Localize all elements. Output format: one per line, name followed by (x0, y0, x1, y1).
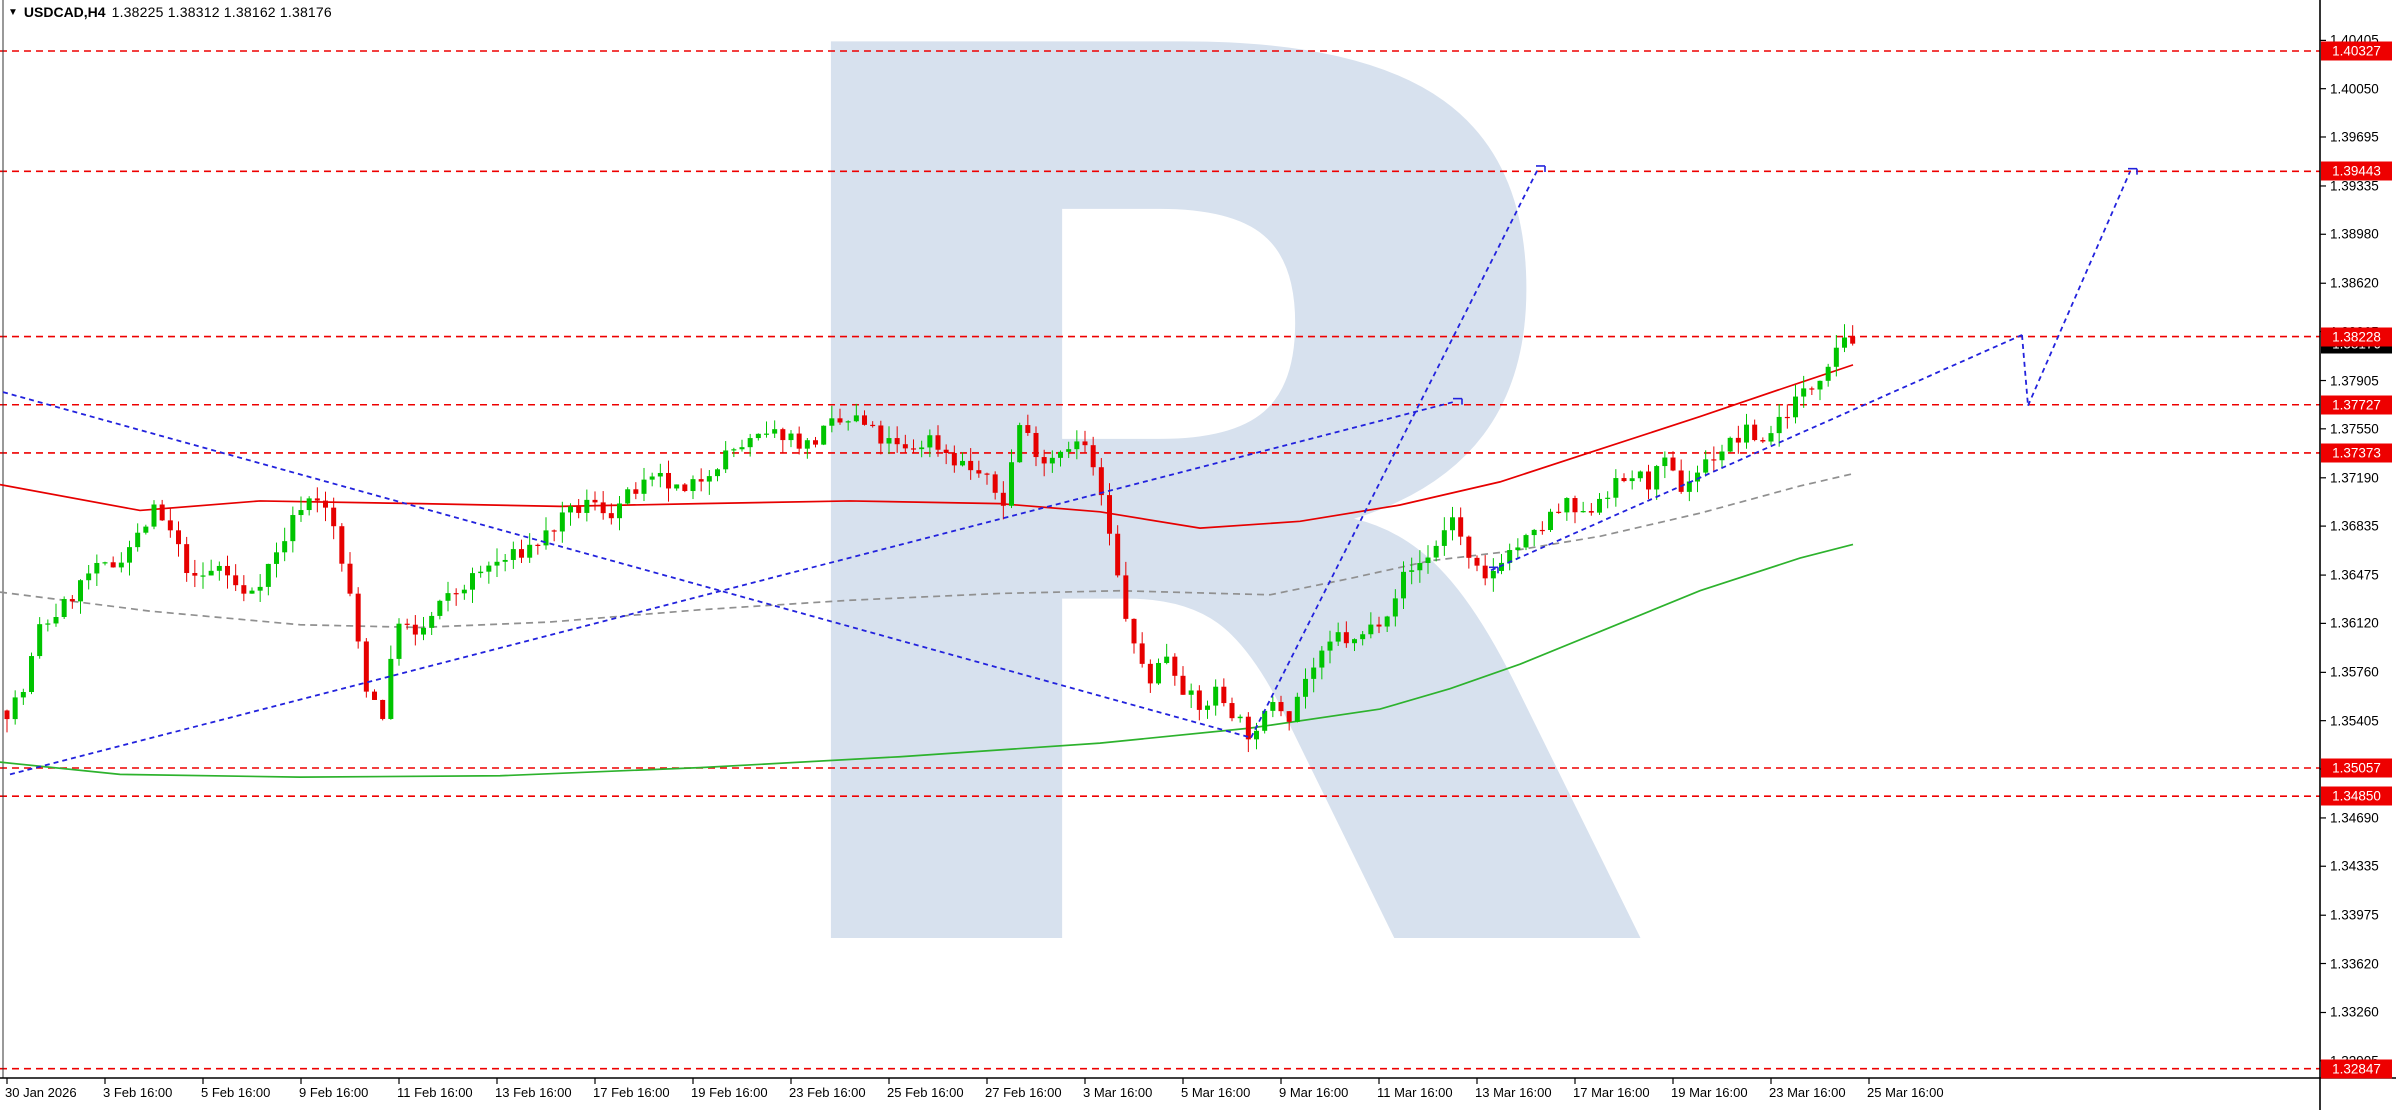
price-tick-label: 1.39695 (2330, 129, 2379, 145)
price-tick-label: 1.36120 (2330, 615, 2379, 631)
price-tick-label: 1.33975 (2330, 907, 2379, 923)
ma-red-solid (0, 364, 1854, 529)
time-axis-label: 17 Feb 16:00 (593, 1085, 670, 1100)
level-price-label: 1.34850 (2321, 786, 2392, 806)
time-axis-label: 19 Feb 16:00 (691, 1085, 768, 1100)
price-tick-label: 1.36475 (2330, 567, 2379, 583)
price-tick-label: 1.37905 (2330, 373, 2379, 389)
level-price-label: 1.37373 (2321, 443, 2392, 463)
price-tick-label: 1.37190 (2330, 470, 2379, 486)
time-axis-label: 23 Feb 16:00 (789, 1085, 866, 1100)
trendlines (2, 165, 2138, 776)
level-price-label: 1.40327 (2321, 41, 2392, 61)
symbol-timeframe-label: USDCAD,H4 (23, 4, 106, 20)
candles (4, 324, 1856, 753)
time-axis-label: 13 Feb 16:00 (495, 1085, 572, 1100)
price-tick-label: 1.35405 (2330, 713, 2379, 729)
price-tick-label: 1.33260 (2330, 1004, 2379, 1020)
chart-title-bar: ▼ USDCAD,H4 1.38225 1.38312 1.38162 1.38… (8, 4, 332, 20)
price-tick-label: 1.39335 (2330, 178, 2379, 194)
time-axis-label: 13 Mar 16:00 (1475, 1085, 1552, 1100)
time-axis-label: 30 Jan 2026 (5, 1085, 77, 1100)
time-axis-label: 9 Feb 16:00 (299, 1085, 369, 1100)
price-tick-label: 1.35760 (2330, 664, 2379, 680)
price-tick-label: 1.38620 (2330, 275, 2379, 291)
price-tick-label: 1.34335 (2330, 858, 2379, 874)
ohlc-values-label: 1.38225 1.38312 1.38162 1.38176 (111, 4, 332, 20)
level-lines (0, 50, 2320, 1070)
time-axis-label: 11 Feb 16:00 (397, 1085, 473, 1100)
time-axis-label: 5 Mar 16:00 (1181, 1085, 1251, 1100)
time-axis-label: 3 Feb 16:00 (103, 1085, 173, 1100)
ma-gray-dashed (0, 472, 1854, 629)
ma-green-solid (0, 543, 1854, 778)
level-price-label: 1.37727 (2321, 395, 2392, 415)
time-axis-label: 11 Mar 16:00 (1377, 1085, 1453, 1100)
price-tick-label: 1.40050 (2330, 81, 2379, 97)
time-axis-label: 19 Mar 16:00 (1671, 1085, 1748, 1100)
time-axis-label: 3 Mar 16:00 (1083, 1085, 1153, 1100)
price-tick-label: 1.36835 (2330, 518, 2379, 534)
time-axis-label: 25 Feb 16:00 (887, 1085, 964, 1100)
level-price-label: 1.32847 (2321, 1059, 2392, 1079)
price-tick-label: 1.38980 (2330, 226, 2379, 242)
time-axis-label: 27 Feb 16:00 (985, 1085, 1062, 1100)
chevron-down-icon[interactable]: ▼ (8, 6, 18, 18)
time-axis-label: 9 Mar 16:00 (1279, 1085, 1349, 1100)
level-price-label: 1.35057 (2321, 758, 2392, 778)
price-tick-label: 1.34690 (2330, 810, 2379, 826)
time-axis-label: 23 Mar 16:00 (1769, 1085, 1846, 1100)
level-price-label: 1.39443 (2321, 161, 2392, 181)
price-tick-label: 1.33620 (2330, 956, 2379, 972)
time-axis-label: 17 Mar 16:00 (1573, 1085, 1650, 1100)
time-axis-label: 25 Mar 16:00 (1867, 1085, 1944, 1100)
price-tick-label: 1.37550 (2330, 421, 2379, 437)
level-price-label: 1.38228 (2321, 327, 2392, 347)
time-axis-label: 5 Feb 16:00 (201, 1085, 271, 1100)
